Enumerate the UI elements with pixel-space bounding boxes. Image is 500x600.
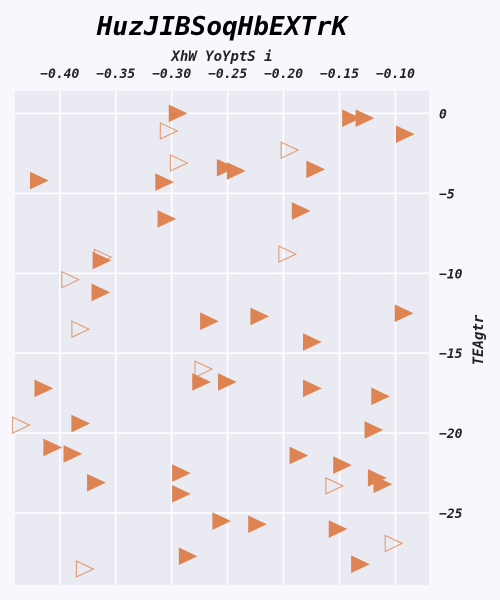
grid-lines <box>15 91 429 585</box>
hollow-triangle-point <box>194 360 214 378</box>
filled-triangle-point <box>29 171 49 190</box>
hollow-triangle-point <box>280 141 300 159</box>
filled-triangle-point <box>226 162 246 180</box>
hollow-triangle-point <box>12 416 31 434</box>
filled-triangle-point <box>172 485 191 503</box>
hollow-triangle-point <box>278 245 298 263</box>
x-tick-label: −0.25 <box>208 67 247 82</box>
y-tick-label: 0 <box>439 107 447 122</box>
filled-triangle-point <box>178 547 198 566</box>
hollow-triangle-point <box>61 270 81 289</box>
filled-triangle-point <box>250 307 270 326</box>
tick-labels: −0.40 −0.35 −0.30 −0.25 −0.20 −0.15 −0.10 0 −5 −1… <box>40 67 462 522</box>
y-tick-label: −10 <box>439 267 463 282</box>
filled-triangle-point <box>212 512 232 530</box>
filled-triangle-point <box>351 555 370 574</box>
y-tick-label: −20 <box>439 427 463 442</box>
x-tick-label: −0.15 <box>320 67 359 82</box>
y-tick-label: −15 <box>439 347 463 362</box>
filled-triangle-point <box>217 373 237 391</box>
x-axis-label: XhW YoYptS i <box>170 49 272 65</box>
filled-triangle-point <box>303 333 322 351</box>
filled-triangle-point <box>216 158 236 177</box>
filled-triangle-point <box>34 379 54 398</box>
filled-triangle-point <box>157 210 177 228</box>
filled-triangle-point <box>364 421 384 439</box>
hollow-triangle-point <box>159 122 179 140</box>
x-tick-label: −0.40 <box>40 67 79 82</box>
filled-triangle-point <box>371 387 390 406</box>
filled-triangle-point <box>87 473 106 492</box>
filled-triangle-point <box>306 160 326 179</box>
x-tick-label: −0.30 <box>152 67 191 82</box>
hollow-triangle-point <box>71 320 91 338</box>
y-axis-label: TEAgtr <box>471 314 487 365</box>
x-tick-label: −0.10 <box>376 67 415 82</box>
filled-triangle-point <box>192 373 211 391</box>
filled-triangle-point <box>200 312 219 331</box>
filled-triangle-point <box>394 304 414 323</box>
hollow-triangle-point <box>75 560 95 578</box>
filled-triangle-point <box>355 109 375 127</box>
x-tick-label: −0.20 <box>264 67 303 82</box>
filled-triangle-point <box>289 446 309 465</box>
filled-triangle-point <box>248 515 267 534</box>
filled-triangle-point <box>63 445 83 463</box>
filled-triangle-point <box>395 125 415 143</box>
y-tick-label: −5 <box>439 187 455 202</box>
hollow-triangle-point <box>325 477 345 495</box>
filled-triangle-point <box>92 251 112 270</box>
filled-triangle-point <box>303 379 322 398</box>
filled-triangle-point <box>328 520 348 538</box>
data-points <box>12 104 415 578</box>
filled-triangle-point <box>291 202 311 220</box>
filled-triangle-point <box>373 475 393 494</box>
y-tick-label: −25 <box>439 507 463 522</box>
x-tick-label: −0.35 <box>96 67 135 82</box>
filled-triangle-point <box>91 283 111 302</box>
filled-triangle-point <box>43 438 63 457</box>
chart-title: HuzJIBSoqHbEXTrK <box>96 12 350 42</box>
filled-triangle-point <box>168 104 188 123</box>
hollow-triangle-point <box>93 248 113 267</box>
hollow-triangle-point <box>169 154 189 172</box>
filled-triangle-point <box>155 173 174 191</box>
filled-triangle-point <box>172 464 191 482</box>
filled-triangle-point <box>342 109 361 127</box>
filled-triangle-point <box>333 456 352 474</box>
hollow-triangle-point <box>384 534 404 553</box>
filled-triangle-point <box>71 414 91 433</box>
